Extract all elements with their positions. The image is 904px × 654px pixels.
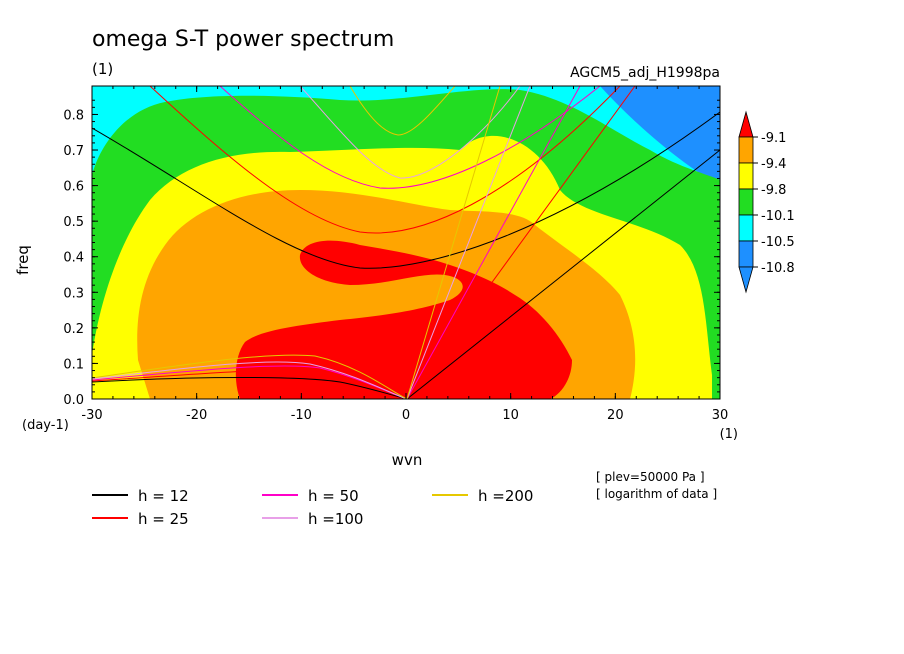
dataset-label: AGCM5_adj_H1998pa: [570, 65, 720, 81]
x-tick-label: 30: [712, 408, 729, 423]
x-tick-label: -10: [291, 408, 312, 423]
curve-h100-eig: [299, 86, 521, 179]
x-tick-label: 10: [502, 408, 519, 423]
unit-label: (1): [92, 60, 113, 78]
colorbar-box: [738, 240, 754, 268]
curve-h100-kelvin: [406, 86, 531, 399]
colorbar-box: [738, 162, 754, 190]
dispersion-curves: [92, 86, 720, 399]
curve-h50-eig: [219, 86, 601, 189]
colorbar: -9.1 -9.4 -9.8 -10.1 -10.5 -10.8: [738, 110, 795, 294]
curve-h25-eig: [149, 86, 621, 234]
y-tick-label: 0.4: [63, 251, 84, 266]
legend: h = 12 h = 25 h = 50 h =100 h =200: [92, 487, 533, 528]
curve-h200-eig: [349, 86, 456, 136]
note-plev: [ plev=50000 Pa ]: [596, 470, 705, 484]
curve-h25-kelvin: [406, 86, 636, 399]
colorbar-label: -10.1: [761, 209, 795, 224]
x-axis-label: wvn: [392, 451, 423, 469]
colorbar-label: -10.8: [761, 261, 795, 276]
colorbar-label: -10.5: [761, 235, 795, 250]
curve-h12-eig: [92, 111, 720, 269]
contour-field: [92, 86, 720, 399]
y-axis-label: freq: [14, 245, 32, 275]
curve-h200-westward: [92, 354, 408, 399]
curve-h50-kelvin: [406, 86, 581, 399]
x-unit-label: (1): [720, 427, 738, 442]
y-tick-label: 0.2: [63, 322, 84, 337]
y-unit-label: (day-1): [22, 418, 69, 433]
y-tick-label: 0.7: [63, 144, 84, 159]
legend-label: h =200: [478, 487, 533, 505]
colorbar-label: -9.8: [761, 183, 786, 198]
colorbar-box: [738, 136, 754, 164]
y-tick-label: 0.1: [63, 357, 84, 372]
y-tick-label: 0.6: [63, 180, 84, 195]
colorbar-box: [738, 188, 754, 216]
legend-label: h = 50: [308, 487, 359, 505]
y-tick-label: 0.8: [63, 108, 84, 123]
x-tick-label: 20: [607, 408, 624, 423]
curve-h12-kelvin: [406, 149, 720, 399]
y-tick-label: 0.5: [63, 215, 84, 230]
y-axis: 0.0 0.1 0.2 0.3 0.4 0.5 0.6 0.7 0.8: [63, 99, 720, 408]
legend-label: h = 25: [138, 510, 189, 528]
note-log: [ logarithm of data ]: [596, 487, 717, 501]
curve-h100-westward: [92, 361, 408, 399]
x-tick-label: -30: [81, 408, 102, 423]
x-tick-label: 0: [402, 408, 410, 423]
x-tick-label: -20: [186, 408, 207, 423]
colorbar-box: [738, 214, 754, 242]
y-tick-label: 0.3: [63, 286, 84, 301]
chart-title: omega S-T power spectrum: [92, 27, 394, 52]
colorbar-top-triangle: [738, 110, 754, 138]
colorbar-label: -9.4: [761, 157, 786, 172]
colorbar-bottom-triangle: [738, 266, 754, 294]
curve-h12-westward: [92, 377, 408, 399]
y-tick-label: 0.0: [63, 393, 84, 408]
contour-red: [235, 240, 572, 399]
x-axis: -30 -20 -10 0 10 20 30: [81, 86, 728, 423]
curve-h200-kelvin: [406, 86, 501, 399]
legend-label: h =100: [308, 510, 363, 528]
colorbar-label: -9.1: [761, 131, 786, 146]
legend-label: h = 12: [138, 487, 189, 505]
